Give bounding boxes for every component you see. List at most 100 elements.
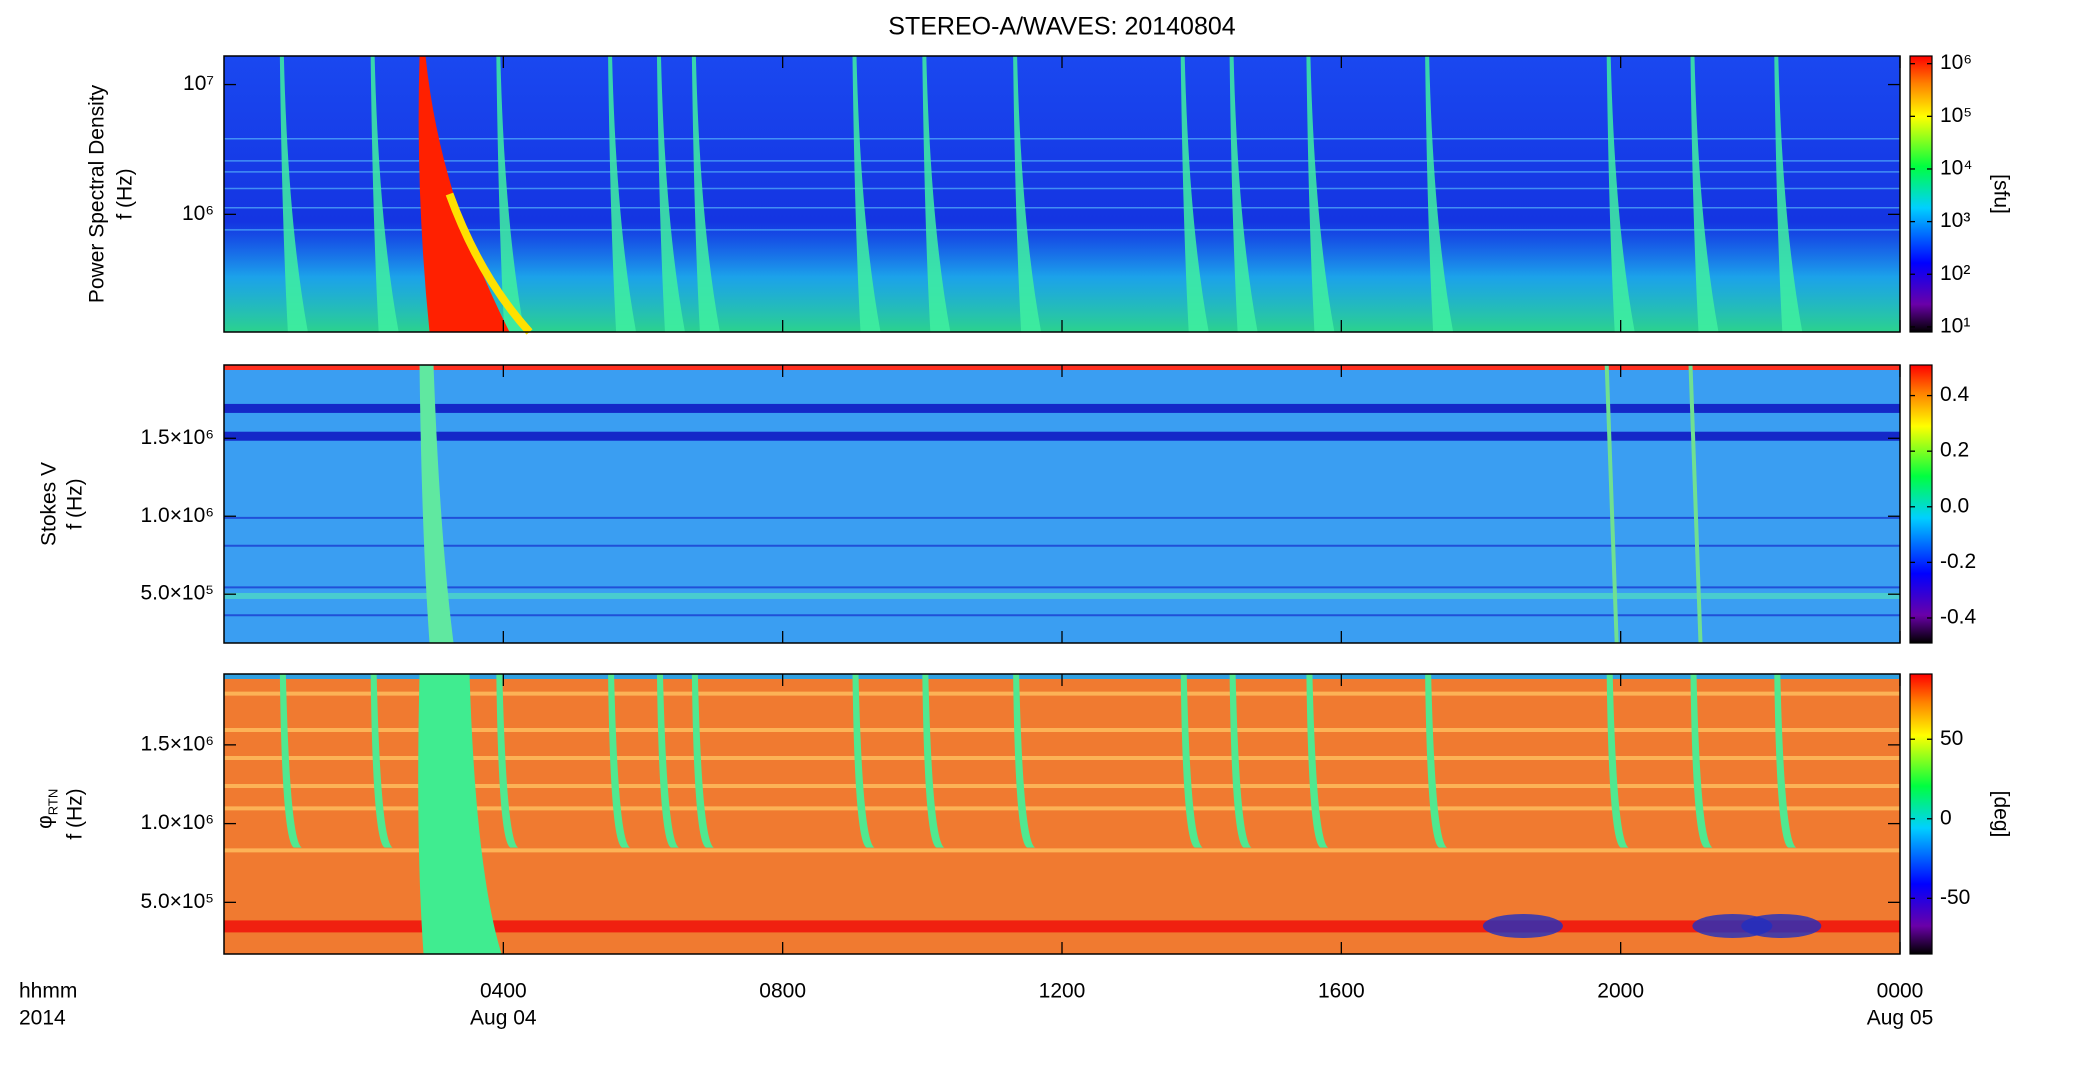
y-label: f (Hz) (64, 788, 87, 839)
colorbar-tick-label: 10² (1940, 262, 1970, 285)
burst (608, 674, 631, 848)
x-tick-label: 1200 (1039, 980, 1086, 1003)
spectrogram (224, 56, 1900, 335)
burst (1229, 674, 1252, 848)
y-label-text: f (Hz) (64, 478, 87, 529)
burst (496, 56, 525, 332)
burst (691, 56, 720, 332)
colorbar (1909, 673, 1933, 955)
y-label-text: f (Hz) (114, 168, 137, 219)
patch (1741, 914, 1822, 938)
x-date-label: Aug 04 (470, 1007, 537, 1030)
colorbar-tick-label: 10⁵ (1940, 104, 1972, 127)
burst (1606, 674, 1629, 848)
x-label: 2014 (19, 1007, 66, 1030)
burst (1229, 56, 1258, 332)
x-tick-label: 0400 (480, 980, 527, 1003)
burst (1180, 674, 1203, 848)
x-tick-label: 1600 (1318, 980, 1365, 1003)
y-label-text: f (Hz) (64, 788, 87, 839)
colorbar-tick-label: 10⁴ (1940, 157, 1972, 180)
burst (1690, 56, 1719, 332)
burst (370, 56, 399, 332)
spectrogram (224, 364, 1900, 644)
colorbar-label: [sfu] (1989, 174, 2012, 214)
burst (608, 56, 637, 332)
y-label: Stokes V (38, 462, 61, 546)
chart-title: STEREO-A/WAVES: 20140804 (888, 13, 1235, 41)
y-tick-label: 5.0×10⁵ (140, 890, 214, 913)
y-label-text: Power Spectral Density (86, 84, 109, 303)
burst (1306, 56, 1335, 332)
patch (1482, 914, 1563, 938)
burst (1180, 56, 1209, 332)
colorbar-tick-label: 0.4 (1940, 383, 1970, 406)
band (224, 431, 1900, 441)
burst-major (418, 56, 510, 332)
colorbar-tick-label: 0 (1940, 806, 1952, 829)
colorbar-tick-label: 10¹ (1940, 314, 1970, 337)
y-tick-label: 1.5×10⁶ (141, 732, 214, 755)
burst (279, 56, 308, 332)
colorbar-label: [deg] (1989, 791, 2012, 838)
burst (1774, 674, 1797, 848)
y-label-subscript: RTN (45, 789, 60, 815)
burst-major (418, 674, 502, 954)
colorbar-tick-label: 0.0 (1940, 494, 1969, 517)
colorbar (1909, 364, 1933, 644)
y-label: Power Spectral Density (86, 84, 109, 303)
burst (656, 56, 685, 332)
spectrogram (224, 674, 1900, 954)
burst (1690, 674, 1713, 848)
y-label: f (Hz) (64, 478, 87, 529)
burst (279, 674, 302, 848)
x-date-label: Aug 05 (1867, 1007, 1934, 1030)
x-tick-label: 0800 (759, 980, 806, 1003)
colorbar-tick-label: -0.4 (1940, 606, 1977, 629)
burst (1425, 56, 1454, 332)
burst (1425, 674, 1448, 848)
colorbar-tick-label: 0.2 (1940, 439, 1969, 462)
burst (1013, 56, 1042, 332)
burst (691, 674, 714, 848)
burst (419, 365, 454, 643)
colorbar (1909, 55, 1933, 333)
x-label: hhmm (19, 980, 77, 1003)
band (224, 592, 1900, 599)
band (224, 403, 1900, 413)
colorbar-label-text: [deg] (1989, 791, 2012, 838)
y-tick-label: 5.0×10⁵ (140, 582, 214, 605)
y-tick-label: 10⁷ (183, 72, 214, 95)
y-label: f (Hz) (114, 168, 137, 219)
colorbar-tick-label: 10³ (1940, 209, 1970, 232)
colorbar-label-text: [sfu] (1989, 174, 2012, 214)
y-label-text: φ (34, 815, 57, 829)
burst-major-edge (445, 192, 533, 335)
burst (370, 674, 393, 848)
x-tick-label: 0000 (1877, 980, 1924, 1003)
colorbar-tick-label: -50 (1940, 886, 1970, 909)
colorbar-tick-label: -0.2 (1940, 550, 1976, 573)
x-tick-label: 2000 (1597, 980, 1644, 1003)
y-tick-label: 10⁶ (182, 202, 214, 225)
burst (656, 674, 679, 848)
burst (1606, 56, 1635, 332)
burst (1604, 364, 1619, 644)
burst (1013, 674, 1036, 848)
colorbar-tick-label: 10⁶ (1940, 51, 1972, 74)
y-tick-label: 1.0×10⁶ (141, 811, 214, 834)
burst (496, 674, 519, 848)
burst (1688, 364, 1703, 644)
burst (852, 56, 881, 332)
y-label-text: Stokes V (38, 462, 61, 546)
burst (1306, 674, 1329, 848)
burst (1774, 56, 1803, 332)
burst (922, 56, 951, 332)
burst (922, 674, 945, 848)
band (224, 920, 1900, 933)
colorbar-tick-label: 50 (1940, 727, 1963, 750)
y-tick-label: 1.0×10⁶ (141, 504, 214, 527)
y-tick-label: 1.5×10⁶ (141, 426, 214, 449)
